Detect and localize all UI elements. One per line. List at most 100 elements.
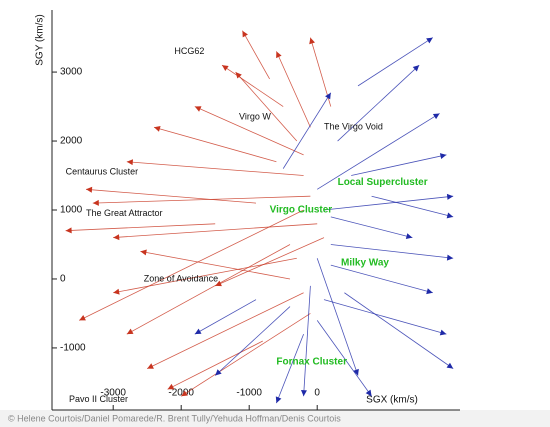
arrow-shaft <box>330 264 433 294</box>
arrow-shaft <box>194 299 257 335</box>
annotation: Centaurus Cluster <box>66 166 139 176</box>
arrow-shaft <box>214 306 291 376</box>
arrow-head <box>154 125 161 132</box>
y-tick-label: 2000 <box>60 136 83 147</box>
arrow-head <box>446 362 454 369</box>
green-annotation: Virgo Cluster <box>270 205 333 216</box>
arrow-head <box>446 254 454 261</box>
y-axis-title: SGY (km/s) <box>35 14 46 65</box>
arrow-head <box>353 368 359 376</box>
arrow-head <box>167 383 175 390</box>
arrow-shaft <box>303 285 311 397</box>
arrow-head <box>113 288 120 295</box>
arrow-head <box>113 234 120 241</box>
y-tick-label: 1000 <box>60 205 83 216</box>
arrow-head <box>446 212 454 219</box>
arrow-head <box>325 92 331 100</box>
arrow-head <box>222 65 229 72</box>
arrow-head <box>405 233 413 240</box>
arrow-head <box>65 227 72 234</box>
arrow-head <box>215 369 222 376</box>
arrow-head <box>426 37 433 44</box>
arrow-shaft <box>215 237 325 287</box>
credit-bar <box>0 410 550 427</box>
arrow-shaft <box>92 195 311 204</box>
arrow-shaft <box>147 292 304 369</box>
arrow-shaft <box>351 154 447 176</box>
arrow-shaft <box>180 313 311 397</box>
arrow-shaft <box>330 216 413 238</box>
arrow-head <box>276 51 282 59</box>
arrow-head <box>439 153 447 160</box>
arrow-head <box>92 199 99 206</box>
arrow-head <box>242 30 248 38</box>
annotation: Pavo II Cluster <box>69 394 128 404</box>
arrow-shaft <box>316 320 372 397</box>
x-tick-label: 0 <box>314 388 320 399</box>
green-annotation: Fornax Cluster <box>276 356 347 367</box>
x-tick-label: -2000 <box>168 388 194 399</box>
arrow-head <box>432 113 440 120</box>
arrow-shaft <box>221 64 284 107</box>
arrow-shaft <box>276 51 311 128</box>
y-tick-label: 0 <box>60 274 66 285</box>
arrow-head <box>309 37 315 45</box>
arrow-head <box>215 280 222 287</box>
arrow-shaft <box>85 188 257 204</box>
annotation: Virgo W <box>239 111 271 121</box>
y-tick-label: 3000 <box>60 67 83 78</box>
arrow-shaft <box>323 299 447 335</box>
arrow-shaft <box>153 126 277 163</box>
arrow-shaft <box>323 195 454 211</box>
arrow-shaft <box>316 113 440 190</box>
arrow-head <box>181 390 188 397</box>
arrow-head <box>86 186 93 193</box>
arrow-shaft <box>126 161 304 176</box>
x-axis-title: SGX (km/s) <box>366 395 418 406</box>
arrow-head <box>194 106 202 112</box>
arrow-head <box>426 288 433 295</box>
arrow-shaft <box>113 257 297 294</box>
annotation: The Great Attractor <box>86 208 163 218</box>
arrow-shaft <box>140 250 291 280</box>
arrow-shaft <box>282 92 332 169</box>
arrow-head <box>147 363 154 369</box>
arrow-shaft <box>167 340 263 390</box>
arrow-shaft <box>113 223 318 238</box>
arrow-shaft <box>79 209 304 321</box>
green-annotation: Local Supercluster <box>338 177 428 188</box>
x-tick-label: -1000 <box>236 388 262 399</box>
arrow-shaft <box>344 292 454 369</box>
arrow-shaft <box>316 258 359 376</box>
arrow-shaft <box>235 71 298 142</box>
arrow-shaft <box>194 106 304 156</box>
arrow-head <box>275 396 282 404</box>
arrow-head <box>79 315 86 321</box>
y-tick-label: -1000 <box>60 343 86 354</box>
arrow-head <box>235 72 242 79</box>
arrow-head <box>412 65 420 72</box>
arrow-shaft <box>276 333 304 404</box>
arrow-head <box>140 249 147 256</box>
arrow-shaft <box>126 244 291 335</box>
green-annotation: Milky Way <box>341 258 389 269</box>
arrow-shaft <box>357 37 434 87</box>
credit: © Helene Courtois/Daniel Pomarede/R. Bre… <box>8 413 341 423</box>
annotation: The Virgo Void <box>324 122 383 132</box>
arrow-head <box>126 328 134 335</box>
arrow-shaft <box>337 64 420 142</box>
arrow-shaft <box>330 244 454 259</box>
arrow-head <box>126 159 134 166</box>
annotation: HCG62 <box>174 46 204 56</box>
arrow-head <box>365 389 372 397</box>
arrow-head <box>194 328 202 335</box>
arrow-shaft <box>242 30 270 80</box>
arrow-head <box>439 329 447 336</box>
arrow-shaft <box>65 223 216 232</box>
arrow-head <box>300 390 307 397</box>
arrow-shaft <box>371 195 454 218</box>
annotation: Zone of Avoidance <box>144 273 218 283</box>
arrow-head <box>446 193 454 200</box>
